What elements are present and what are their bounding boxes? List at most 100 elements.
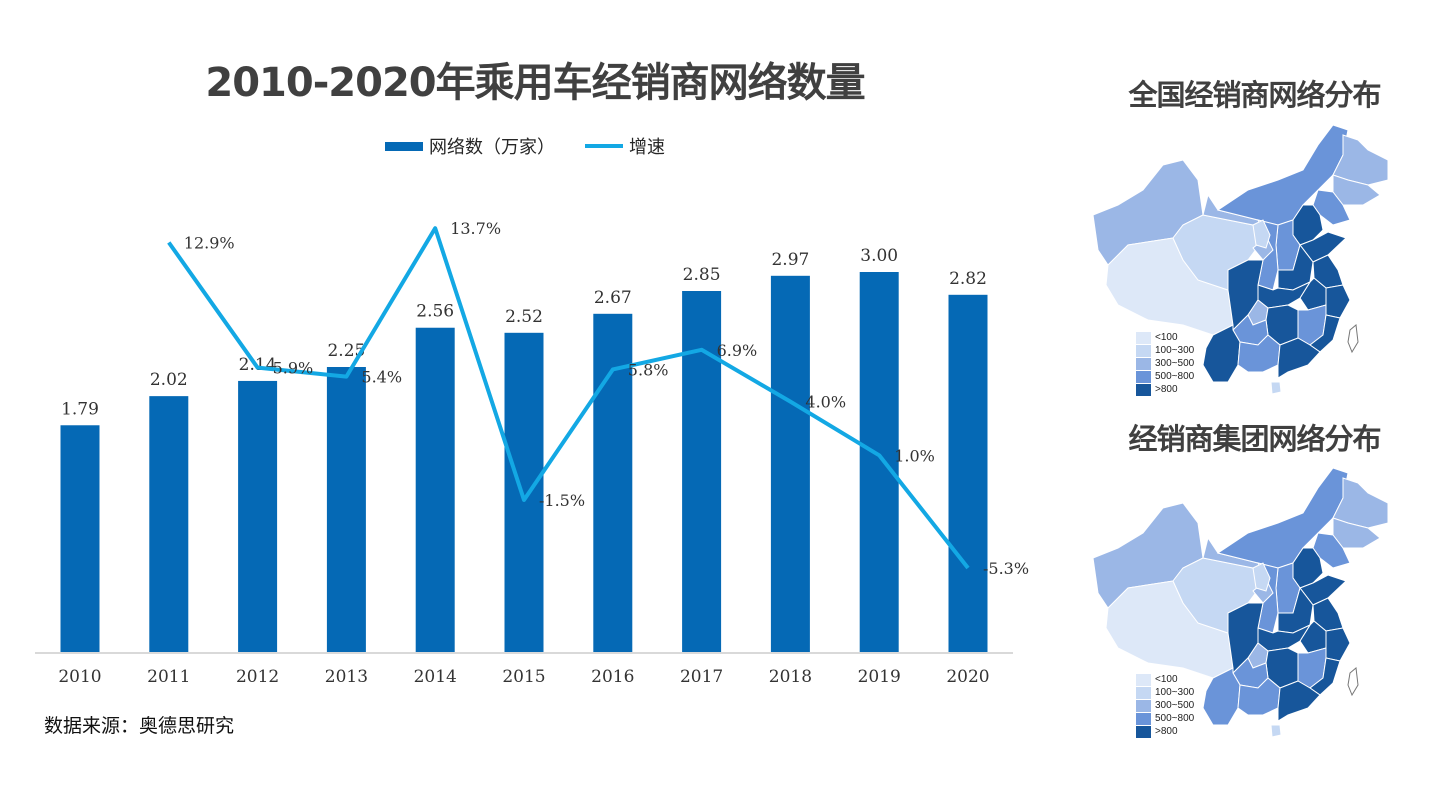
growth-label: 5.9% — [273, 359, 314, 378]
map-legend-row: 100~300 — [1136, 344, 1194, 357]
x-tick-label: 2012 — [236, 667, 279, 687]
legend-range: >800 — [1155, 384, 1178, 395]
growth-label: 13.7% — [450, 219, 501, 238]
bar-value-label: 2.25 — [327, 341, 365, 361]
legend-swatch — [1136, 725, 1151, 738]
growth-label: -5.3% — [983, 559, 1029, 578]
legend-swatch — [1136, 673, 1151, 686]
province-yunnan — [1202, 324, 1241, 383]
bar-value-label: 2.97 — [771, 250, 809, 270]
legend-bar-swatch — [385, 141, 423, 151]
legend-range: 300~500 — [1155, 358, 1195, 369]
bar-2014 — [415, 327, 455, 652]
map-legend-national: <100 100~300 300~500 500~800 >800 — [1136, 331, 1194, 396]
bar-value-label: 2.52 — [505, 307, 543, 327]
growth-label: 12.9% — [184, 233, 235, 252]
map-legend-row: 300~500 — [1136, 699, 1194, 712]
legend-swatch — [1136, 383, 1151, 396]
map-legend-group: <100 100~300 300~500 500~800 >800 — [1136, 673, 1194, 738]
x-tick-label: 2013 — [325, 667, 368, 687]
x-tick-label: 2016 — [591, 667, 634, 687]
x-tick-label: 2015 — [502, 667, 545, 687]
x-tick-label: 2010 — [58, 667, 101, 687]
province-zhejiang — [1325, 284, 1351, 319]
legend-swatch — [1136, 331, 1151, 344]
map-legend-row: <100 — [1136, 331, 1194, 344]
legend-item-bar: 网络数（万家） — [385, 133, 555, 159]
map-legend-row: >800 — [1136, 725, 1194, 738]
x-tick-label: 2014 — [414, 667, 457, 687]
legend-range: >800 — [1155, 726, 1178, 737]
map-legend-row: 100~300 — [1136, 686, 1194, 699]
map-legend-row: >800 — [1136, 383, 1194, 396]
chart-title: 2010-2020年乘用车经销商网络数量 — [205, 60, 865, 106]
legend-range: 300~500 — [1155, 700, 1195, 711]
growth-label: 5.4% — [361, 368, 402, 387]
bar-2019 — [859, 272, 899, 652]
province-hainan — [1270, 724, 1282, 738]
bar-2018 — [770, 275, 810, 652]
growth-label: 6.9% — [717, 341, 758, 360]
legend-swatch — [1136, 357, 1151, 370]
bar-2013 — [326, 367, 366, 652]
x-tick-label: 2011 — [147, 667, 190, 687]
legend-range: <100 — [1155, 332, 1178, 343]
province-guangdong — [1277, 337, 1321, 379]
legend-item-line: 增速 — [585, 133, 665, 159]
legend-swatch — [1136, 370, 1151, 383]
bar-2011 — [149, 396, 189, 652]
growth-label: 5.8% — [628, 360, 669, 379]
province-heilongjiang — [1332, 134, 1389, 186]
x-tick-label: 2020 — [946, 667, 989, 687]
map-title-group: 经销商集团网络分布 — [1128, 422, 1381, 456]
bar-value-label: 3.00 — [860, 246, 898, 266]
province-hainan — [1270, 381, 1282, 395]
bar-value-label: 1.79 — [61, 399, 99, 419]
data-source: 数据来源：奥德思研究 — [44, 715, 235, 737]
growth-label: 1.0% — [894, 446, 935, 465]
growth-labels: 12.9% 5.9% 5.4% 13.7% -1.5% 5.8% 6.9% 4.0% 1.0% -… — [184, 219, 1029, 578]
legend-range: 500~800 — [1155, 371, 1195, 382]
province-guangdong — [1277, 680, 1321, 722]
legend-line-label: 增速 — [629, 137, 665, 158]
legend-range: <100 — [1155, 674, 1178, 685]
legend-bar-label: 网络数（万家） — [429, 137, 555, 158]
bar-value-label: 2.67 — [594, 288, 632, 308]
province-taiwan — [1347, 324, 1359, 354]
bar-value-label: 2.82 — [949, 269, 987, 289]
bar-value-label: 2.02 — [150, 370, 188, 390]
legend-range: 500~800 — [1155, 713, 1195, 724]
x-tick-label: 2018 — [769, 667, 812, 687]
bar-value-label: 2.85 — [683, 265, 721, 285]
growth-label: 4.0% — [805, 393, 846, 412]
map-title-national: 全国经销商网络分布 — [1128, 78, 1381, 112]
growth-label: -1.5% — [539, 491, 585, 510]
legend-swatch — [1136, 712, 1151, 725]
province-ningxia — [1252, 219, 1271, 249]
province-yunnan — [1202, 667, 1241, 726]
province-heilongjiang — [1332, 477, 1389, 529]
bar-value-labels: 1.792.022.142.252.56 2.522.672.852.97 3.00… — [61, 246, 987, 419]
china-map-national — [1092, 124, 1389, 395]
x-tick-label: 2019 — [858, 667, 901, 687]
chart-legend: 网络数（万家） 增速 — [0, 133, 1050, 159]
bar-2020 — [948, 294, 988, 652]
bar-value-label: 2.56 — [416, 302, 454, 322]
x-axis-ticks: 2010 2011 2012 2013 2014 2015 2016 2017 2018 2019… — [58, 667, 989, 687]
province-taiwan — [1347, 667, 1359, 697]
legend-swatch — [1136, 686, 1151, 699]
map-legend-row: <100 — [1136, 673, 1194, 686]
bar-2015 — [504, 332, 544, 652]
bar-series — [60, 272, 988, 652]
legend-swatch — [1136, 344, 1151, 357]
combo-chart: 2010 2011 2012 2013 2014 2015 2016 2017 2018 2019… — [35, 219, 1029, 687]
bar-2012 — [238, 380, 278, 652]
china-map-group — [1092, 467, 1389, 738]
province-zhejiang — [1325, 627, 1351, 662]
legend-range: 100~300 — [1155, 687, 1195, 698]
legend-range: 100~300 — [1155, 345, 1195, 356]
legend-line-swatch — [585, 144, 623, 148]
map-legend-row: 300~500 — [1136, 357, 1194, 370]
legend-swatch — [1136, 699, 1151, 712]
map-legend-row: 500~800 — [1136, 370, 1194, 383]
